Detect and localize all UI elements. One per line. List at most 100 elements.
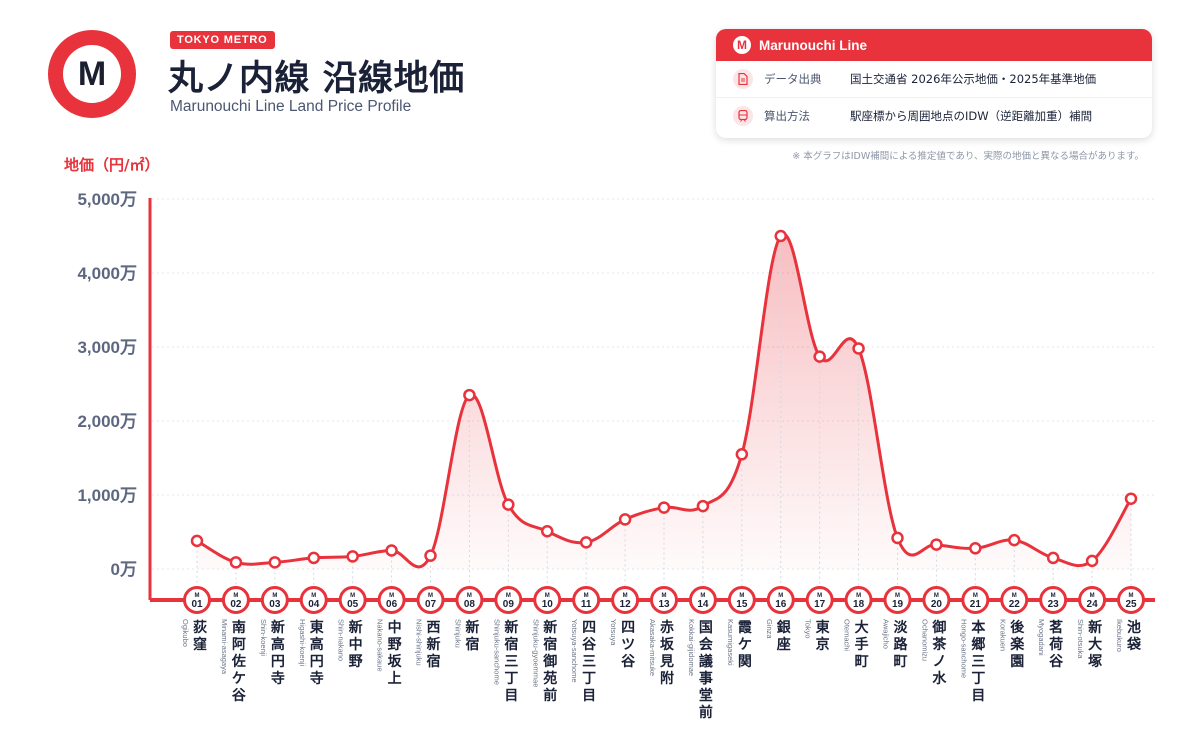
y-tick-label: 5,000万 xyxy=(77,190,137,209)
station-name-char: 谷 xyxy=(1049,654,1064,670)
station-name-char: 塚 xyxy=(1088,654,1102,670)
station-name-char: 池 xyxy=(1127,619,1141,636)
station-number: 22 xyxy=(1009,599,1021,610)
train-icon xyxy=(733,106,753,126)
station-marker-letter: M xyxy=(739,593,744,599)
station-number: 16 xyxy=(775,599,787,610)
station-name-char: 郷 xyxy=(971,637,985,653)
y-tick-label: 2,000万 xyxy=(77,412,137,431)
station-name-char: 手 xyxy=(855,636,869,653)
station-number: 08 xyxy=(464,599,476,610)
station-number: 23 xyxy=(1048,599,1060,610)
station-number: 17 xyxy=(814,599,826,610)
line-logo: M xyxy=(48,30,136,118)
station-number: 15 xyxy=(736,599,748,610)
station-name-char: 坂 xyxy=(660,636,675,653)
station-marker-01 xyxy=(183,586,211,614)
station-marker-08 xyxy=(455,586,484,614)
station-name-char: 丁 xyxy=(582,671,596,687)
station-name-char: ケ xyxy=(232,671,246,687)
y-tick-label: 3,000万 xyxy=(77,338,137,357)
station-name-char: 見 xyxy=(659,654,674,670)
station-name-char: 御 xyxy=(931,619,946,636)
station-name-char: 東 xyxy=(310,619,324,636)
station-name-char: 附 xyxy=(660,670,674,687)
data-point-07 xyxy=(424,549,437,562)
station-marker-25 xyxy=(1117,586,1145,614)
station-name-char: 事 xyxy=(699,670,713,687)
station-marker-letter: M xyxy=(428,593,433,599)
station-marker-23 xyxy=(1039,586,1068,614)
station-name-char: 目 xyxy=(582,688,596,704)
station-name-char: 新 xyxy=(427,636,441,653)
station-name-char: 前 xyxy=(543,687,557,704)
station-name-char: 三 xyxy=(504,654,518,670)
data-point-03 xyxy=(268,556,282,569)
station-name-char: 苑 xyxy=(542,671,557,687)
station-romaji: Kasumigaseki xyxy=(726,619,735,666)
station-name-char: 楽 xyxy=(1009,636,1025,653)
station-name-char: 四 xyxy=(621,620,635,636)
station-marker-letter: M xyxy=(973,593,978,599)
data-point-16 xyxy=(774,229,787,243)
station-name-char: 銀 xyxy=(777,619,791,636)
station-name-char: 寺 xyxy=(271,671,285,687)
station-marker-letter: M xyxy=(778,593,783,599)
station-marker-letter: M xyxy=(389,593,394,599)
data-point-23 xyxy=(1046,551,1060,565)
station-name-char: 目 xyxy=(504,688,518,704)
station-number: 03 xyxy=(269,599,281,610)
station-name-char: 赤 xyxy=(660,620,674,636)
station-marker-12 xyxy=(611,586,640,614)
y-tick-label: 4,000万 xyxy=(77,264,137,283)
station-name-char: 阿 xyxy=(232,637,246,653)
station-marker-06 xyxy=(377,586,406,614)
station-name-char: 三 xyxy=(582,654,596,670)
station-marker-19 xyxy=(883,586,912,614)
station-name-char: 路 xyxy=(894,636,909,653)
station-marker-24 xyxy=(1078,586,1107,614)
station-name-char: 南 xyxy=(232,619,246,636)
station-romaji: Ogikubo xyxy=(181,619,190,647)
station-name-char: 東 xyxy=(816,619,830,636)
station-name-char: 宿 xyxy=(543,636,557,653)
station-name-char: 関 xyxy=(738,654,752,670)
station-name-char: 高 xyxy=(310,636,324,653)
station-name-char: 前 xyxy=(699,704,713,721)
station-marker-04 xyxy=(299,586,328,614)
data-point-15 xyxy=(735,448,749,461)
station-marker-letter: M xyxy=(1012,593,1017,599)
station-name-char: 円 xyxy=(271,654,285,670)
station-marker-17 xyxy=(805,586,834,614)
station-romaji: Ikebukuro xyxy=(1115,619,1124,652)
data-point-20 xyxy=(930,538,943,551)
station-name-char: 野 xyxy=(388,637,402,653)
station-name-char: ノ xyxy=(932,654,946,670)
data-point-06 xyxy=(385,544,398,557)
station-name-char: 会 xyxy=(699,636,714,653)
station-name-char: 新 xyxy=(465,619,479,636)
station-marker-letter: M xyxy=(545,593,550,599)
station-romaji: Shinjuku xyxy=(453,619,462,648)
station-name-char: 谷 xyxy=(621,654,636,670)
station-marker-letter: M xyxy=(311,593,316,599)
station-romaji: Ochanomizu xyxy=(920,619,929,661)
station-marker-letter: M xyxy=(467,593,472,599)
station-number: 06 xyxy=(386,599,398,610)
station-marker-letter: M xyxy=(895,593,900,599)
station-name-char: 寺 xyxy=(310,671,324,687)
station-name-char: 荻 xyxy=(193,619,207,636)
station-marker-letter: M xyxy=(233,593,238,599)
station-name-char: 水 xyxy=(932,670,947,687)
data-point-14 xyxy=(696,499,710,513)
info-card-logo: M xyxy=(733,36,751,54)
data-point-04 xyxy=(307,551,320,565)
station-name-char: 大 xyxy=(855,619,869,636)
station-marker-letter: M xyxy=(623,593,628,599)
station-name-char: 上 xyxy=(388,671,402,687)
station-romaji: Myogadani xyxy=(1037,619,1046,656)
station-name-char: 霞 xyxy=(738,619,753,636)
station-drop-lines xyxy=(196,236,1132,600)
station-name-char: 新 xyxy=(543,619,557,636)
